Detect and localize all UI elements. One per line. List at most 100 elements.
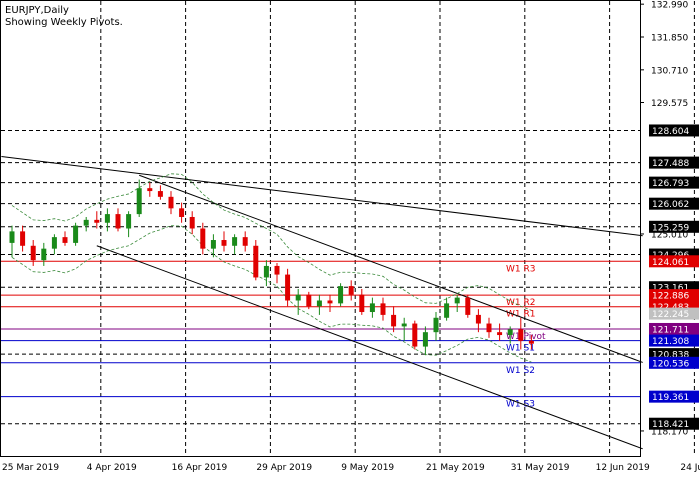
trendline [1, 156, 643, 237]
price-badge: 118.421 [649, 417, 699, 430]
price-badge-background [649, 417, 699, 430]
price-badge-background [649, 356, 699, 369]
candle-body [486, 323, 492, 333]
price-tick-label: 132.990 [651, 1, 688, 11]
candle-body [115, 214, 121, 229]
price-badge: 122.245 [649, 307, 699, 320]
candle-body [126, 214, 132, 229]
chart-symbol-title: EURJPY,Daily [5, 5, 69, 16]
candle-body [295, 294, 301, 301]
time-tick-label: 12 Jun 2019 [596, 463, 650, 473]
envelope-band [11, 173, 532, 311]
pivot-label: W1 Pivot [506, 332, 546, 342]
price-tick-label: 118.170 [651, 427, 688, 437]
price-badge: 128.604 [649, 124, 699, 137]
price-tick-label: 130.710 [651, 66, 688, 76]
price-tick-label: 129.575 [651, 99, 688, 109]
pivot-label: W1 S3 [506, 400, 535, 410]
envelope-bands [11, 173, 532, 363]
candle-body [210, 240, 216, 249]
candle-body [20, 231, 26, 246]
price-badge-label: 122.886 [652, 292, 689, 302]
chart-subtitle: Showing Weekly Pivots. [5, 17, 123, 28]
candle-body [359, 294, 365, 313]
price-badge-label: 119.361 [652, 393, 689, 403]
horizontal-levels [1, 129, 640, 425]
price-axis: 132.990 131.850 130.710 129.575 125.010 118.1… [640, 1, 699, 437]
candle-body [51, 237, 57, 249]
candle-body [306, 294, 312, 307]
time-axis: 25 Mar 2019 4 Apr 2019 16 Apr 2019 29 Apr 2… [2, 463, 700, 473]
price-badge-background [649, 334, 699, 347]
candle-body [391, 314, 397, 327]
time-tick-label: 25 Mar 2019 [2, 463, 59, 473]
candle-body [41, 248, 47, 261]
candle-body [475, 314, 481, 324]
time-tick-label: 9 May 2019 [341, 463, 394, 473]
price-badge-background [649, 390, 699, 403]
candle-body [422, 332, 428, 347]
candle-body [83, 219, 89, 226]
price-badge-label: 127.488 [652, 159, 689, 169]
pivot-label: W1 R1 [506, 310, 535, 320]
candle-body [316, 300, 322, 307]
trendline [96, 245, 643, 450]
pivot-label: W1 S2 [506, 366, 535, 376]
candle-body [507, 329, 513, 336]
candle-body [168, 196, 174, 209]
candle-body [274, 265, 280, 275]
candle-body [433, 317, 439, 333]
price-badge: 126.062 [649, 197, 699, 210]
price-badge: 124.061 [649, 255, 699, 268]
price-badge-background [649, 255, 699, 268]
candle-body [497, 332, 503, 336]
price-badge-label: 123.161 [652, 284, 689, 294]
price-badge: 121.308 [649, 334, 699, 347]
trendlines [1, 156, 643, 450]
price-badge-background [649, 124, 699, 137]
candle-body [73, 225, 79, 243]
price-badge: 126.793 [649, 176, 699, 189]
candle-body [412, 323, 418, 347]
candle-body [401, 323, 407, 327]
candle-body [30, 245, 36, 261]
candle-body [62, 237, 68, 243]
price-badge-label: 122.245 [652, 310, 689, 320]
time-tick-label: 16 Apr 2019 [172, 463, 228, 473]
candle-body [253, 245, 259, 278]
candle-body [369, 303, 375, 313]
pivot-label: W1 R3 [506, 264, 535, 274]
time-tick-label: 24 Jun 2019 [680, 463, 700, 473]
candle-body [94, 219, 100, 223]
price-badge-background [649, 176, 699, 189]
price-badge: 119.361 [649, 390, 699, 403]
price-badge-background [649, 307, 699, 320]
price-badge-label: 126.062 [652, 200, 689, 210]
price-badge-label: 125.259 [652, 223, 689, 233]
candle-body [348, 286, 354, 295]
candle-body [9, 231, 15, 243]
price-badge: 121.711 [649, 322, 699, 335]
candle-body [285, 274, 291, 301]
price-badge: 122.886 [649, 289, 699, 302]
price-badge: 125.259 [649, 220, 699, 233]
candle-body [157, 191, 163, 197]
price-badge-label: 124.061 [652, 258, 689, 268]
candle-body [528, 340, 534, 344]
price-tick-label: 125.010 [651, 230, 688, 240]
time-tick-label: 4 Apr 2019 [87, 463, 137, 473]
envelope-band [11, 225, 532, 363]
candle-body [179, 208, 185, 217]
candle-body [263, 265, 269, 278]
time-tick-label: 21 May 2019 [426, 463, 485, 473]
time-tick-label: 29 Apr 2019 [256, 463, 312, 473]
price-badge-label: 121.711 [652, 325, 689, 335]
candle-body [327, 300, 333, 304]
candle-body [221, 240, 227, 246]
candle-body [232, 237, 238, 246]
time-tick-label: 31 May 2019 [511, 463, 570, 473]
candle-body [242, 237, 248, 246]
